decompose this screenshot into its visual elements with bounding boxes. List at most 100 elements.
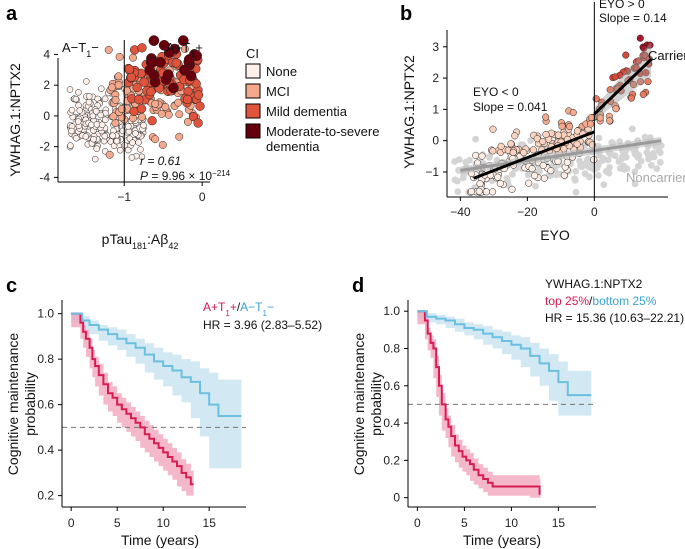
chart-c: 0.2 0.4 0.6 0.8 1.0 0 5 10 15 A+T1+/A−T1− HR = 3… <box>5 300 322 548</box>
chart-c-ytick-label: 0.6 <box>37 398 54 412</box>
chart-b-point <box>623 165 631 173</box>
chart-b-point <box>569 109 577 117</box>
chart-a-point <box>129 139 136 146</box>
chart-a-point <box>111 119 120 128</box>
chart-c-ylabel: Cognitive maintenanceprobability <box>5 333 38 476</box>
chart-b-point <box>619 153 626 160</box>
chart-d: 0 0.2 0.4 0.6 0.8 1.0 0 5 10 15 YWHAG.1:NPTX2 top… <box>351 277 684 548</box>
chart-b-ytick-label: 1 <box>432 102 439 116</box>
chart-a-point <box>158 39 170 51</box>
chart-a-point <box>72 95 80 103</box>
chart-b-xtick-label: −20 <box>517 205 538 219</box>
chart-b-point <box>590 156 598 164</box>
chart-b-point <box>509 148 517 156</box>
chart-a-ytick-label: 0 <box>43 109 50 123</box>
chart-b-fits <box>460 42 662 180</box>
chart-d-xlabel: Time (years) <box>463 532 541 548</box>
chart-b-point <box>596 114 604 122</box>
chart-b-point <box>586 173 593 181</box>
chart-b-point <box>600 181 608 189</box>
chart-a-point <box>164 110 173 119</box>
chart-b-point <box>489 188 497 196</box>
chart-a-point <box>147 116 157 126</box>
chart-a-point <box>162 69 174 80</box>
chart-a-point <box>113 137 121 145</box>
chart-b-point <box>640 44 648 52</box>
chart-a-point <box>117 105 126 113</box>
chart-b-point <box>554 131 562 139</box>
chart-c-ticks: 0.2 0.4 0.6 0.8 1.0 0 5 10 15 <box>37 307 216 530</box>
chart-b-point <box>494 173 502 181</box>
chart-b-point <box>563 158 571 166</box>
chart-a-point <box>144 64 156 76</box>
chart-b-point <box>628 125 636 133</box>
chart-a-point <box>105 150 114 159</box>
chart-a-quadrant-right: A+T1+ <box>166 40 203 59</box>
chart-b-point <box>525 179 533 187</box>
chart-a-point <box>175 132 184 141</box>
chart-a-annotation-p: P = 9.96 × 10−214 <box>140 169 231 184</box>
chart-b-point <box>642 69 650 77</box>
chart-b-point <box>622 51 630 59</box>
chart-b-point <box>606 86 614 94</box>
chart-a-point <box>88 121 95 129</box>
chart-b-point <box>542 130 550 139</box>
chart-a-point <box>195 101 205 111</box>
chart-b-point <box>571 176 579 184</box>
chart-c-curve-1 <box>71 312 242 417</box>
chart-a-point <box>161 102 170 111</box>
chart-c-curve-0 <box>71 312 194 486</box>
chart-a-point <box>83 78 90 85</box>
chart-a-ytick-label: -4 <box>39 170 50 184</box>
chart-c-ytick-label: 0.4 <box>37 443 54 457</box>
chart-b-point <box>467 187 476 196</box>
chart-b-point <box>489 147 497 155</box>
chart-a-ytick-label: 4 <box>43 47 50 61</box>
chart-b-point <box>520 149 528 157</box>
chart-a-point <box>175 110 184 119</box>
chart-a-point <box>124 146 132 154</box>
chart-b-point <box>455 156 463 164</box>
chart-b-ytick-label: 0 <box>432 134 439 148</box>
chart-b: −1 0 1 2 3 −40 −20 0 EYO < 0 Slope = 0.041 EYO … <box>401 0 685 243</box>
chart-b-carrier-fit-post <box>593 58 653 116</box>
chart-a-point <box>74 118 82 125</box>
chart-b-point <box>527 137 534 145</box>
chart-b-eyo-neg: EYO < 0 <box>473 85 519 99</box>
chart-d-hazard-ratio: HR = 15.36 (10.63–22.21) <box>545 311 684 325</box>
chart-d-ticks: 0 0.2 0.4 0.6 0.8 1.0 0 5 10 15 <box>383 304 565 530</box>
panel-letter-b: b <box>400 3 412 25</box>
chart-b-point <box>453 177 461 185</box>
chart-b-point <box>643 149 651 156</box>
chart-a-point <box>91 155 99 163</box>
chart-c-xlabel: Time (years) <box>121 532 199 548</box>
chart-a-point <box>98 85 105 92</box>
chart-b-point <box>639 90 647 98</box>
chart-a-point <box>128 154 136 161</box>
chart-b-point <box>636 78 645 86</box>
chart-a-points <box>66 35 205 163</box>
chart-b-point <box>572 188 580 196</box>
chart-b-ytick-label: −1 <box>425 165 439 179</box>
chart-b-point <box>509 171 516 178</box>
chart-a-point <box>115 52 124 61</box>
chart-d-xtick-label: 5 <box>461 516 468 530</box>
chart-a-point <box>146 87 156 97</box>
chart-c-ytick-label: 1.0 <box>37 307 54 321</box>
chart-a-point <box>109 132 116 139</box>
chart-a-point <box>93 145 100 152</box>
chart-a-point <box>179 64 190 76</box>
chart-a-point <box>75 89 82 96</box>
chart-b-point <box>539 161 547 169</box>
chart-b-point <box>539 137 547 146</box>
chart-b-point <box>524 171 532 179</box>
chart-b-point <box>558 122 566 130</box>
chart-a-point <box>101 132 109 140</box>
chart-b-point <box>647 162 655 169</box>
chart-d-ytick-label: 0.8 <box>383 341 400 355</box>
chart-b-point <box>507 140 515 148</box>
chart-a-point <box>85 93 93 100</box>
chart-b-slope-neg: Slope = 0.041 <box>473 100 548 114</box>
chart-a-point <box>82 133 90 140</box>
chart-a-point <box>67 142 74 149</box>
